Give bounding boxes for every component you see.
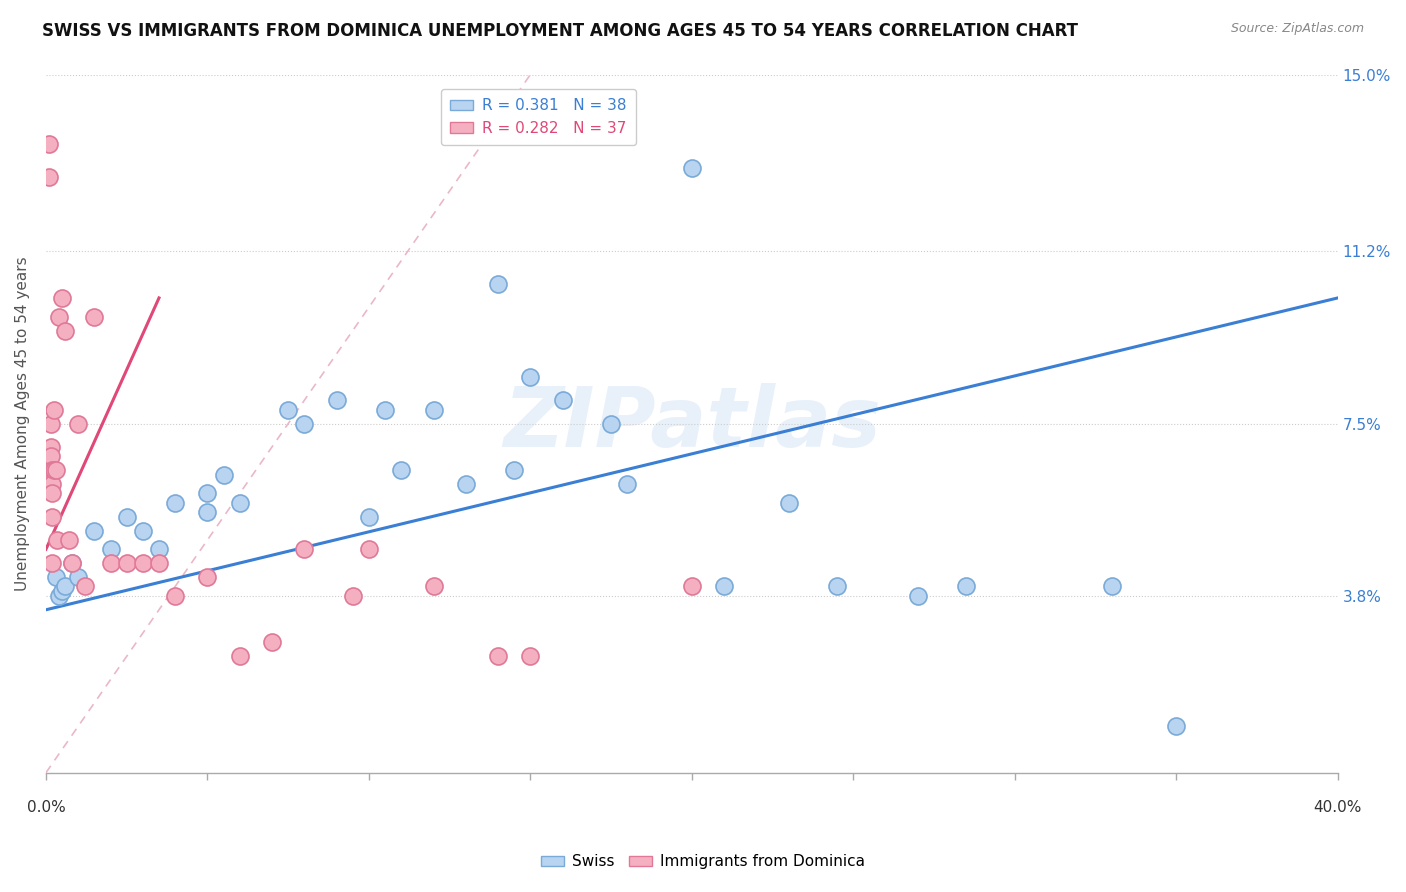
Swiss [825,580,848,594]
Immigrants from Dominica [83,310,105,324]
Swiss [53,580,76,594]
Text: 0.0%: 0.0% [27,799,65,814]
Swiss [955,580,977,594]
Swiss [229,496,252,510]
Immigrants from Dominica [100,556,122,570]
Swiss [60,556,83,570]
Swiss [83,524,105,538]
Immigrants from Dominica [422,580,444,594]
Immigrants from Dominica [53,324,76,338]
Legend: Swiss, Immigrants from Dominica: Swiss, Immigrants from Dominica [534,848,872,875]
Swiss [357,509,380,524]
Swiss [197,505,219,519]
Swiss [486,277,509,291]
Immigrants from Dominica [58,533,80,547]
Immigrants from Dominica [42,402,65,417]
Swiss [503,463,526,477]
Immigrants from Dominica [357,542,380,557]
Immigrants from Dominica [41,477,63,491]
Swiss [100,542,122,557]
Immigrants from Dominica [60,556,83,570]
Immigrants from Dominica [46,533,69,547]
Swiss [165,496,187,510]
Swiss [374,402,396,417]
Immigrants from Dominica [681,580,703,594]
Swiss [778,496,800,510]
Swiss [907,589,929,603]
Immigrants from Dominica [115,556,138,570]
Swiss [325,393,347,408]
Immigrants from Dominica [51,291,73,305]
Swiss [1101,580,1123,594]
Legend: R = 0.381   N = 38, R = 0.282   N = 37: R = 0.381 N = 38, R = 0.282 N = 37 [441,89,636,145]
Immigrants from Dominica [39,417,62,431]
Immigrants from Dominica [73,580,96,594]
Immigrants from Dominica [41,486,63,500]
Swiss [422,402,444,417]
Immigrants from Dominica [519,649,541,664]
Immigrants from Dominica [39,449,62,463]
Text: Source: ZipAtlas.com: Source: ZipAtlas.com [1230,22,1364,36]
Immigrants from Dominica [342,589,364,603]
Swiss [519,370,541,384]
Immigrants from Dominica [39,440,62,454]
Immigrants from Dominica [41,556,63,570]
Immigrants from Dominica [132,556,155,570]
Swiss [115,509,138,524]
Y-axis label: Unemployment Among Ages 45 to 54 years: Unemployment Among Ages 45 to 54 years [15,256,30,591]
Immigrants from Dominica [486,649,509,664]
Swiss [600,417,623,431]
Immigrants from Dominica [229,649,252,664]
Immigrants from Dominica [260,635,283,649]
Immigrants from Dominica [67,417,90,431]
Immigrants from Dominica [41,463,63,477]
Swiss [454,477,477,491]
Immigrants from Dominica [292,542,315,557]
Swiss [197,486,219,500]
Swiss [616,477,638,491]
Immigrants from Dominica [48,310,70,324]
Swiss [292,417,315,431]
Swiss [51,584,73,599]
Swiss [277,402,299,417]
Swiss [212,467,235,482]
Swiss [67,570,90,584]
Immigrants from Dominica [197,570,219,584]
Immigrants from Dominica [41,509,63,524]
Swiss [713,580,735,594]
Immigrants from Dominica [42,463,65,477]
Immigrants from Dominica [165,589,187,603]
Swiss [48,589,70,603]
Text: 40.0%: 40.0% [1313,799,1362,814]
Swiss [389,463,412,477]
Swiss [45,570,67,584]
Swiss [1166,719,1188,733]
Swiss [681,161,703,175]
Swiss [148,542,170,557]
Text: ZIPatlas: ZIPatlas [503,383,880,464]
Swiss [132,524,155,538]
Swiss [551,393,574,408]
Immigrants from Dominica [45,463,67,477]
Immigrants from Dominica [148,556,170,570]
Immigrants from Dominica [38,169,60,184]
Immigrants from Dominica [38,137,60,152]
Text: SWISS VS IMMIGRANTS FROM DOMINICA UNEMPLOYMENT AMONG AGES 45 TO 54 YEARS CORRELA: SWISS VS IMMIGRANTS FROM DOMINICA UNEMPL… [42,22,1078,40]
